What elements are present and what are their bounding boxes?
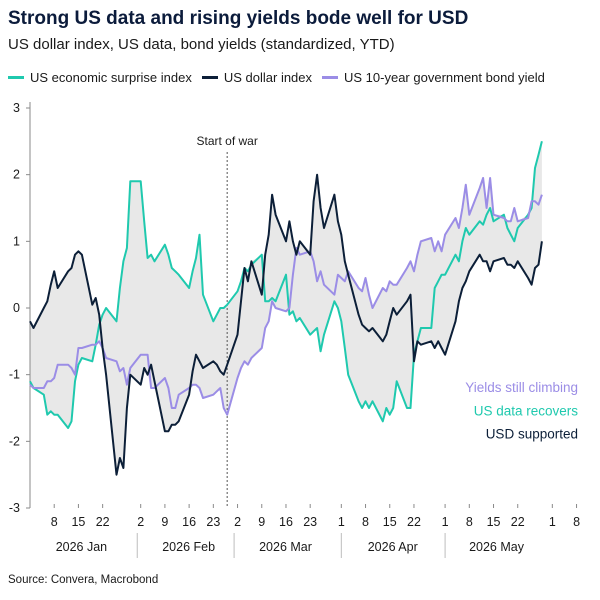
x-tick-label: 1 [549,515,556,529]
x-tick-label: 8 [466,515,473,529]
x-tick-label: 9 [161,515,168,529]
x-month-label: 2026 Mar [259,540,312,554]
series-line-yield [29,177,543,416]
legend: US economic surprise index US dollar ind… [8,70,545,85]
range-band [30,141,542,475]
y-tick-label: 3 [13,101,20,115]
chart-subtitle: US dollar index, US data, bond yields (s… [8,36,395,53]
x-month-label: 2026 Apr [368,540,418,554]
x-tick-label: 2 [234,515,241,529]
x-month-label: 2026 May [469,540,525,554]
legend-label-surprise: US economic surprise index [30,70,192,85]
legend-item-yield: US 10-year government bond yield [322,70,545,85]
legend-item-dollar: US dollar index [201,70,313,85]
x-month-label: 2026 Jan [56,540,107,554]
y-tick-label: -2 [9,434,20,448]
x-tick-label: 22 [96,515,110,529]
legend-swatch-dollar [201,76,218,79]
x-tick-label: 16 [182,515,196,529]
x-tick-label: 1 [442,515,449,529]
x-tick-label: 15 [71,515,85,529]
series-line-dollar [29,173,543,476]
x-tick-label: 16 [279,515,293,529]
legend-label-yield: US 10-year government bond yield [344,70,545,85]
legend-label-dollar: US dollar index [223,70,313,85]
x-tick-label: 2 [137,515,144,529]
annotation-surprise: US data recovers [474,403,579,418]
legend-item-surprise: US economic surprise index [8,70,192,85]
x-month-label: 2026 Feb [162,540,215,554]
y-tick-label: -1 [9,368,20,382]
x-tick-label: 22 [511,515,525,529]
y-tick-label: -3 [9,501,20,515]
legend-swatch-yield [322,76,339,79]
y-tick-label: 0 [13,301,20,315]
x-tick-label: 8 [573,515,580,529]
source-note: Source: Convera, Macrobond [8,574,159,586]
x-tick-label: 1 [338,515,345,529]
series-line-surprise [29,141,543,429]
annotation-yield: Yields still climbing [465,380,578,395]
x-tick-label: 15 [383,515,397,529]
y-tick-label: 1 [13,234,20,248]
annotation-dollar: USD supported [486,427,578,442]
x-tick-label: 23 [206,515,220,529]
x-tick-label: 8 [362,515,369,529]
x-tick-label: 23 [303,515,317,529]
chart-title: Strong US data and rising yields bode we… [8,8,469,29]
event-label: Start of war [196,134,257,148]
y-tick-label: 2 [13,168,20,182]
legend-swatch-surprise [8,76,24,79]
x-tick-label: 9 [258,515,265,529]
x-tick-label: 22 [407,515,421,529]
x-tick-label: 15 [487,515,501,529]
x-tick-label: 8 [51,515,58,529]
